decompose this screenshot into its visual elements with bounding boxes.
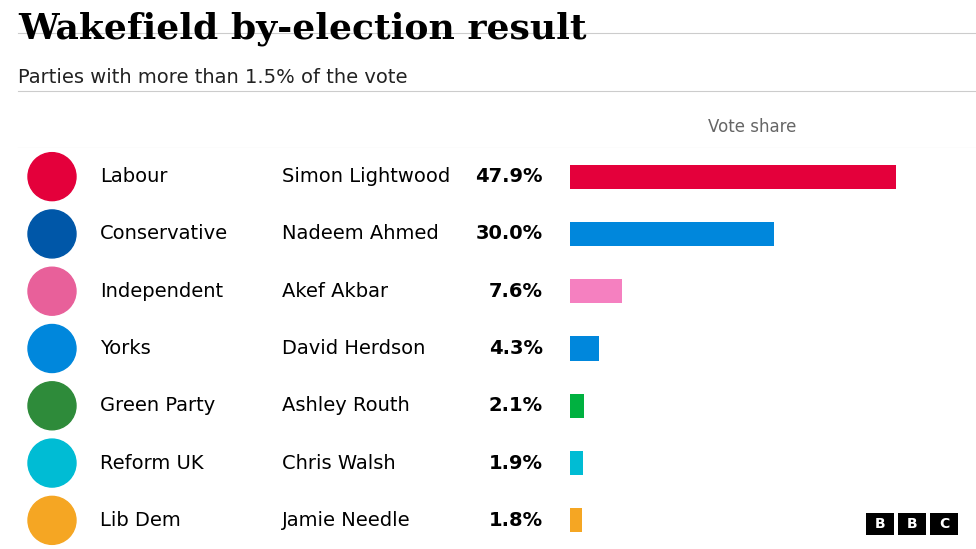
Text: Conservative: Conservative xyxy=(100,225,228,243)
Text: Akef Akbar: Akef Akbar xyxy=(282,282,388,301)
Text: C: C xyxy=(939,517,949,531)
Text: 7.6%: 7.6% xyxy=(489,282,543,301)
Text: Lib Dem: Lib Dem xyxy=(100,511,181,530)
Text: 30.0%: 30.0% xyxy=(476,225,543,243)
Text: Parties with more than 1.5% of the vote: Parties with more than 1.5% of the vote xyxy=(18,68,408,87)
Text: Reform UK: Reform UK xyxy=(100,453,204,473)
Text: 1.9%: 1.9% xyxy=(489,453,543,473)
Text: Labour: Labour xyxy=(100,167,168,186)
Text: Green Party: Green Party xyxy=(100,396,216,415)
Text: Wakefield by-election result: Wakefield by-election result xyxy=(18,12,587,47)
Text: David Herdson: David Herdson xyxy=(282,339,426,358)
Text: B: B xyxy=(874,517,885,531)
Text: B: B xyxy=(907,517,917,531)
Text: Chris Walsh: Chris Walsh xyxy=(282,453,395,473)
Text: Yorks: Yorks xyxy=(100,339,150,358)
Text: Simon Lightwood: Simon Lightwood xyxy=(282,167,450,186)
Text: Ashley Routh: Ashley Routh xyxy=(282,396,410,415)
Text: Jamie Needle: Jamie Needle xyxy=(282,511,411,530)
Text: Nadeem Ahmed: Nadeem Ahmed xyxy=(282,225,439,243)
Text: Vote share: Vote share xyxy=(709,118,796,136)
Text: 1.8%: 1.8% xyxy=(489,511,543,530)
Text: 4.3%: 4.3% xyxy=(489,339,543,358)
Text: 2.1%: 2.1% xyxy=(489,396,543,415)
Text: Independent: Independent xyxy=(100,282,224,301)
Text: 47.9%: 47.9% xyxy=(475,167,543,186)
